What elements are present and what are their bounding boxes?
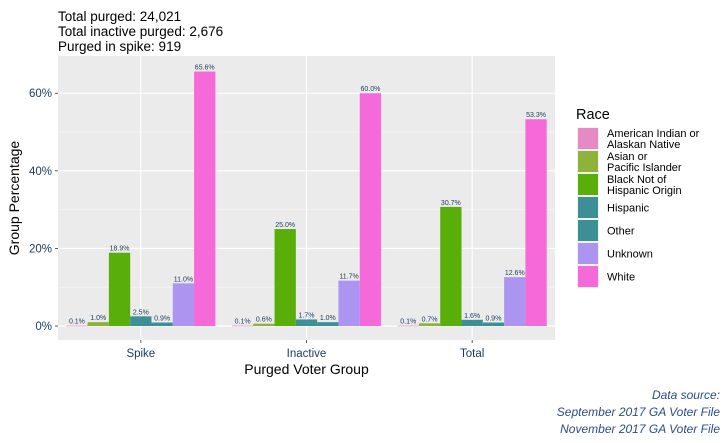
bar [130,316,152,327]
bar-value-label: 0.1% [235,319,251,326]
bar-value-label: 11.7% [339,274,358,281]
legend-swatch [578,151,598,172]
legend-label: Other [607,226,635,238]
subtitle-line: Total purged: 24,021 [58,9,181,24]
bar [87,322,109,327]
bar [338,280,360,327]
bar [151,322,173,327]
bar-labels: 0.1% 0.1% 0.1% 1.0% 0.6% 0.7% 18.9% 25.0% 30.7% 2… [69,65,546,326]
y-tick-label: 0% [35,321,52,333]
bar [194,71,216,327]
bar [461,319,483,327]
bar-value-label: 11.0% [174,276,193,283]
bar [295,319,318,327]
bar [482,322,505,327]
bar-value-label: 0.1% [69,319,85,326]
y-tick-label: 60% [29,88,52,100]
bar-value-label: 0.1% [400,319,416,326]
y-tick-label: 20% [29,243,52,255]
bars [66,71,547,327]
legend-label: Black Not of [607,174,667,186]
bar [231,325,254,327]
bar-value-label: 0.9% [154,316,170,323]
bar [440,206,462,327]
bar [418,323,441,327]
legend-swatch [578,197,598,218]
legend-label: Hispanic [607,203,650,215]
subtitle-line: Total inactive purged: 2,676 [58,24,223,39]
legend-swatch [578,220,598,241]
bar-value-label: 1.7% [299,312,315,319]
caption-line: November 2017 GA Voter File [560,422,720,436]
legend-swatch [578,243,598,264]
y-axis-label: Group Percentage [6,141,22,256]
bar-value-label: 1.6% [464,313,480,320]
bar-value-label: 25.0% [275,222,295,229]
bar [253,323,275,327]
legend-swatch [578,128,598,149]
bar [108,252,131,327]
legend-swatch [578,266,598,287]
bar [274,229,296,327]
legend-label: Unknown [607,249,653,261]
x-axis: Spike Inactive Total [126,340,484,360]
bar-value-label: 60.0% [360,86,380,93]
y-tick-label: 40% [29,166,52,178]
caption-line: Data source: [652,388,720,402]
bar-value-label: 30.7% [441,200,461,207]
legend-label: Pacific Islander [607,162,682,174]
y-axis: 0% 20% 40% 60% [29,88,58,333]
bar [66,325,88,327]
bar [317,322,339,327]
caption: Data source: September 2017 GA Voter File… [557,388,721,436]
legend-label: American Indian or [607,128,700,140]
bar-value-label: 53.3% [526,112,546,119]
bar-value-label: 12.6% [505,270,525,277]
legend-label: Hispanic Origin [607,185,682,197]
gridlines [58,56,555,340]
bar-value-label: 65.6% [195,65,215,72]
legend-swatch [578,174,598,195]
bar-value-label: 18.9% [110,246,130,253]
x-axis-label: Purged Voter Group [244,361,369,377]
subtitle-line: Purged in spike: 919 [58,39,181,54]
legend-label: White [607,272,635,284]
legend-label: Asian or [607,151,648,163]
x-tick-label: Spike [126,348,155,360]
bar-value-label: 1.0% [90,315,106,322]
bar-value-label: 2.5% [133,309,149,316]
bar-value-label: 0.6% [256,317,272,324]
bar-value-label: 0.7% [422,316,438,323]
caption-line: September 2017 GA Voter File [557,405,721,419]
bar [504,277,526,327]
legend-label: Alaskan Native [607,139,680,151]
x-tick-label: Inactive [287,348,327,360]
bar [172,283,195,327]
x-tick-label: Total [460,348,484,360]
bar [397,325,419,327]
bar [525,119,547,327]
bar-value-label: 0.9% [485,316,501,323]
bar [359,93,382,327]
legend-title: Race [576,107,610,123]
bar-value-label: 1.0% [320,315,336,322]
